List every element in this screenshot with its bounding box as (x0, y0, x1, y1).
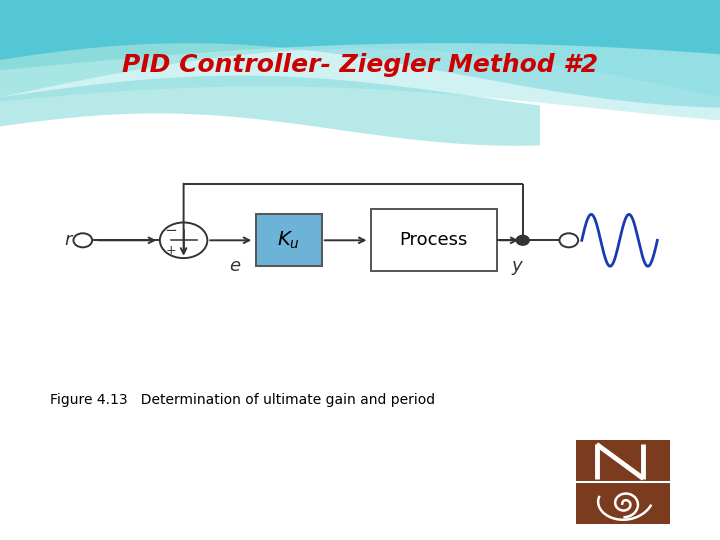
Polygon shape (0, 43, 720, 120)
FancyBboxPatch shape (576, 440, 670, 482)
Text: y: y (512, 257, 522, 275)
FancyBboxPatch shape (576, 482, 670, 524)
Text: Process: Process (400, 231, 468, 249)
Text: Figure 4.13   Determination of ultimate gain and period: Figure 4.13 Determination of ultimate ga… (50, 393, 436, 407)
Text: $K_u$: $K_u$ (277, 230, 300, 251)
Text: e: e (229, 256, 240, 275)
Circle shape (516, 235, 529, 245)
FancyBboxPatch shape (371, 209, 497, 271)
Polygon shape (0, 0, 720, 97)
Text: −: − (164, 222, 177, 238)
Text: PID Controller- Ziegler Method #2: PID Controller- Ziegler Method #2 (122, 53, 598, 77)
Polygon shape (0, 0, 720, 108)
Text: +: + (166, 244, 176, 257)
FancyBboxPatch shape (256, 214, 322, 266)
Polygon shape (0, 76, 540, 146)
Circle shape (160, 222, 207, 258)
Text: r: r (65, 231, 72, 249)
